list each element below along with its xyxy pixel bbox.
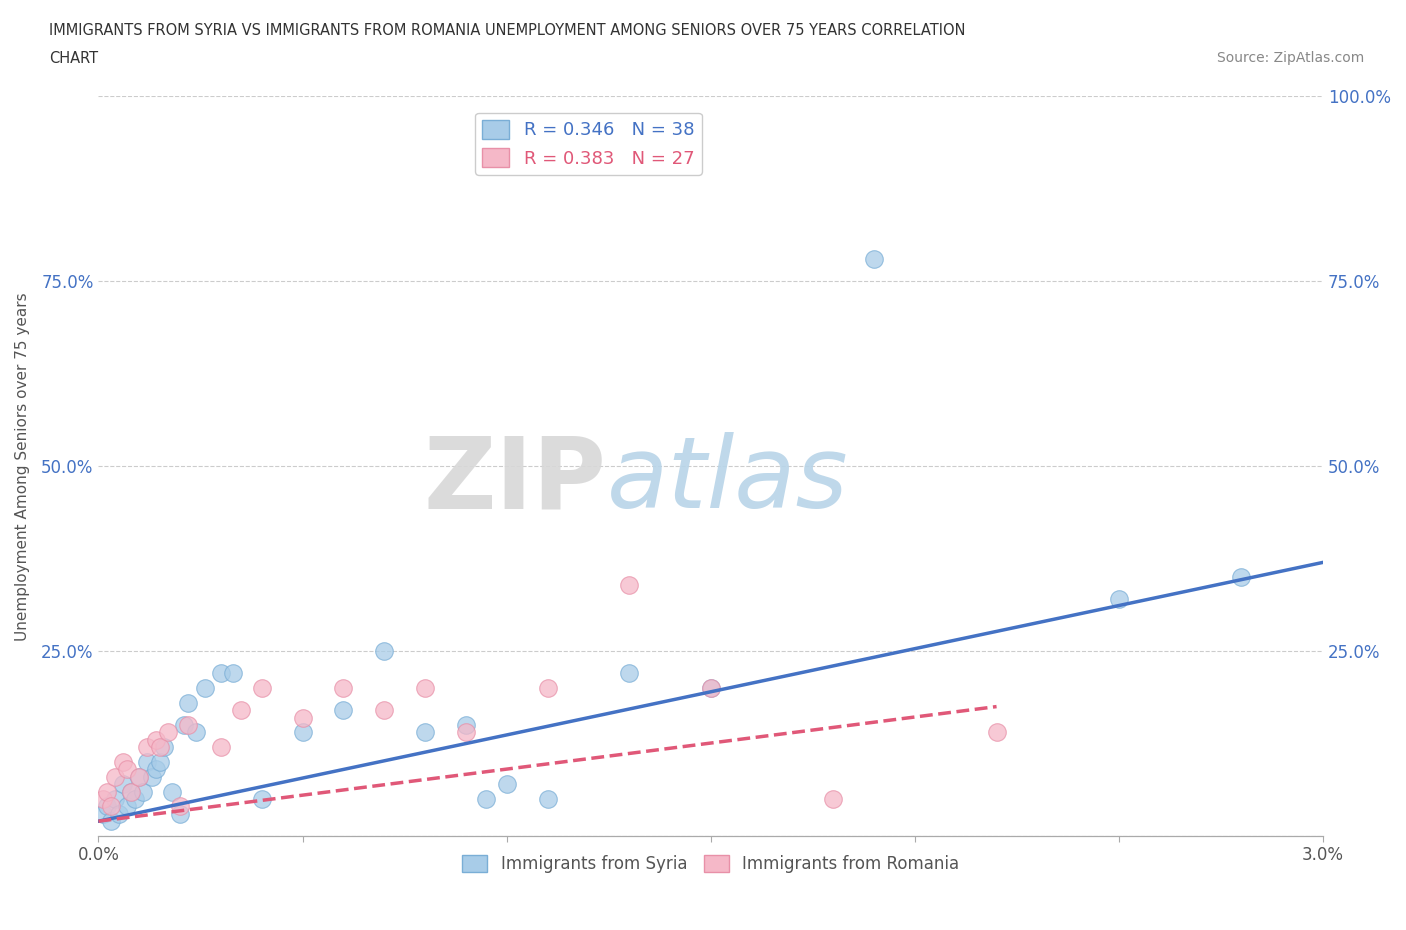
Point	[136, 754, 159, 769]
Point	[617, 666, 640, 681]
Point	[128, 769, 150, 784]
Point	[454, 718, 477, 733]
Point	[413, 725, 436, 740]
Point	[186, 725, 208, 740]
Point	[1108, 591, 1130, 606]
Point	[124, 791, 146, 806]
Point	[617, 578, 640, 592]
Point	[231, 703, 253, 718]
Point	[177, 696, 200, 711]
Point	[169, 799, 191, 814]
Point	[863, 252, 886, 267]
Point	[209, 739, 232, 754]
Point	[700, 681, 723, 696]
Point	[149, 754, 172, 769]
Point	[104, 769, 127, 784]
Point	[536, 791, 558, 806]
Point	[120, 784, 142, 799]
Point	[700, 681, 723, 696]
Text: ZIP: ZIP	[423, 432, 607, 529]
Point	[454, 725, 477, 740]
Point	[169, 806, 191, 821]
Point	[120, 784, 142, 799]
Point	[413, 681, 436, 696]
Point	[250, 681, 273, 696]
Point	[160, 784, 183, 799]
Point	[91, 791, 114, 806]
Point	[291, 725, 314, 740]
Point	[136, 739, 159, 754]
Point	[115, 799, 138, 814]
Point	[222, 666, 245, 681]
Point	[108, 806, 131, 821]
Point	[332, 681, 354, 696]
Point	[986, 725, 1008, 740]
Point	[475, 791, 498, 806]
Point	[104, 791, 127, 806]
Point	[149, 739, 172, 754]
Point	[373, 644, 395, 658]
Point	[145, 733, 167, 748]
Point	[128, 769, 150, 784]
Point	[373, 703, 395, 718]
Point	[1230, 570, 1253, 585]
Point	[291, 711, 314, 725]
Point	[332, 703, 354, 718]
Point	[141, 769, 163, 784]
Point	[96, 799, 118, 814]
Text: CHART: CHART	[49, 51, 98, 66]
Point	[91, 806, 114, 821]
Point	[115, 762, 138, 777]
Text: Source: ZipAtlas.com: Source: ZipAtlas.com	[1216, 51, 1364, 65]
Point	[96, 784, 118, 799]
Text: IMMIGRANTS FROM SYRIA VS IMMIGRANTS FROM ROMANIA UNEMPLOYMENT AMONG SENIORS OVER: IMMIGRANTS FROM SYRIA VS IMMIGRANTS FROM…	[49, 23, 966, 38]
Point	[173, 718, 195, 733]
Y-axis label: Unemployment Among Seniors over 75 years: Unemployment Among Seniors over 75 years	[15, 292, 30, 641]
Point	[100, 814, 122, 829]
Legend: Immigrants from Syria, Immigrants from Romania: Immigrants from Syria, Immigrants from R…	[456, 848, 966, 880]
Text: atlas: atlas	[607, 432, 848, 529]
Point	[536, 681, 558, 696]
Point	[495, 777, 517, 791]
Point	[111, 754, 134, 769]
Point	[250, 791, 273, 806]
Point	[177, 718, 200, 733]
Point	[152, 739, 174, 754]
Point	[100, 799, 122, 814]
Point	[194, 681, 217, 696]
Point	[132, 784, 155, 799]
Point	[823, 791, 845, 806]
Point	[145, 762, 167, 777]
Point	[111, 777, 134, 791]
Point	[156, 725, 179, 740]
Point	[209, 666, 232, 681]
